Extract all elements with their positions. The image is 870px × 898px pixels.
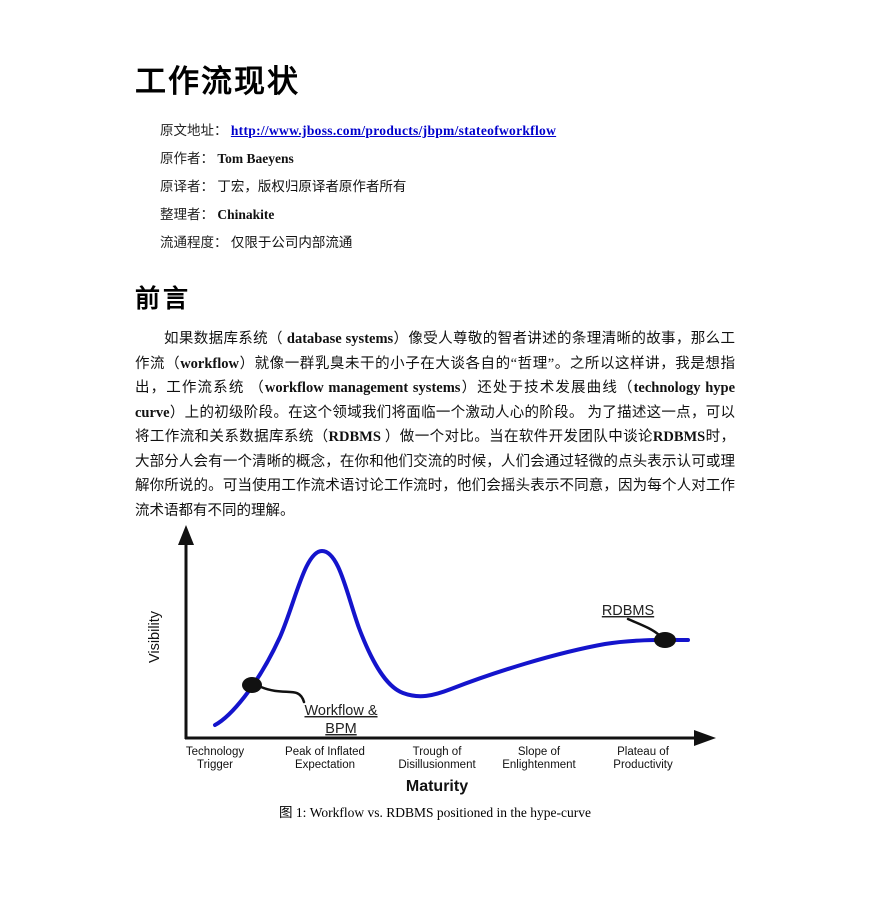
hype-curve-figure: Visibility Workflow & BPM RDBMS Technolo…: [135, 525, 735, 821]
figure-caption: 图 1: Workflow vs. RDBMS positioned in th…: [278, 805, 591, 820]
stage-label-trough-line1: Trough of: [413, 746, 463, 758]
stage-label-technology-trigger-line2: Trigger: [197, 759, 233, 771]
paragraph-term: workflow management systems: [264, 380, 461, 396]
workflow-bpm-label-line2: BPM: [325, 721, 356, 737]
meta-row-editor: 整理者： Chinakite: [160, 201, 735, 229]
paragraph-text: ）做一个对比。当在软件开发团队中谈论: [380, 429, 653, 445]
meta-row-distribution: 流通程度： 仅限于公司内部流通: [160, 229, 735, 257]
stage-label-technology-trigger-line1: Technology: [186, 746, 244, 758]
meta-value: 丁宏，版权归原译者原作者所有: [217, 179, 407, 194]
workflow-bpm-label-line1: Workflow &: [304, 703, 377, 719]
paragraph-text: 如果数据库系统（: [164, 331, 287, 347]
x-axis-label: Maturity: [406, 778, 468, 795]
workflow-bpm-point: [242, 677, 262, 693]
paragraph-text: ）还处于技术发展曲线（: [460, 380, 634, 396]
stage-label-peak-line2: Expectation: [295, 759, 355, 771]
meta-label: 整理者：: [160, 207, 214, 222]
intro-paragraph: 如果数据库系统（ database systems）像受人尊敬的智者讲述的条理清…: [135, 327, 735, 523]
meta-value: 仅限于公司内部流通: [230, 235, 353, 250]
paragraph-text: ）上的初级阶段。在这个领域我们将面临一个激动人心的阶段。 为了描述这一点，可以将…: [135, 404, 735, 446]
meta-label: 原译者：: [160, 179, 214, 194]
meta-row-original-author: 原作者： Tom Baeyens: [160, 145, 735, 173]
meta-value: Chinakite: [217, 207, 275, 222]
rdbms-label: RDBMS: [602, 603, 654, 619]
meta-value: Tom Baeyens: [217, 151, 294, 166]
meta-block: 原文地址： http://www.jboss.com/products/jbpm…: [160, 117, 735, 257]
paragraph-term: technology hype curve: [135, 380, 736, 421]
paragraph-text: 时，大部分人会有一个清晰的概念，在你和他们交流的时候，人们会通过轻微的点头表示认…: [135, 429, 736, 519]
paragraph-term: workflow: [180, 355, 239, 372]
paragraph-term: RDBMS: [328, 429, 381, 445]
y-axis-label: Visibility: [147, 610, 163, 663]
stage-label-plateau-line1: Plateau of: [617, 746, 670, 758]
stage-label-slope-line1: Slope of: [518, 746, 561, 758]
hype-curve-chart: Visibility Workflow & BPM RDBMS Technolo…: [147, 525, 716, 795]
meta-row-translator: 原译者： 丁宏，版权归原译者原作者所有: [160, 173, 735, 201]
meta-row-source-url: 原文地址： http://www.jboss.com/products/jbpm…: [160, 117, 735, 145]
x-stage-labels: Technology Trigger Peak of Inflated Expe…: [186, 746, 673, 771]
paragraph-text: ）像受人尊敬的智者讲述的条理清晰的故事，那么工作流（: [135, 331, 736, 372]
y-axis-arrow-icon: [178, 525, 194, 545]
document-page: 工作流现状 原文地址： http://www.jboss.com/product…: [135, 56, 735, 821]
paragraph-term: database systems: [286, 331, 394, 347]
stage-label-plateau-line2: Productivity: [613, 759, 673, 771]
stage-label-peak-line1: Peak of Inflated: [285, 746, 365, 758]
x-axis-arrow-icon: [694, 730, 716, 746]
workflow-bpm-connector: [259, 685, 306, 704]
meta-label: 原作者：: [160, 151, 214, 166]
meta-label: 流通程度：: [160, 235, 228, 250]
paragraph-text: ）就像一群乳臭未干的小子在大谈各自的“哲理”。之所以这样讲，我是想指出，工作流系…: [135, 355, 735, 397]
stage-label-trough-line2: Disillusionment: [398, 759, 476, 771]
hype-curve-line: [213, 548, 690, 727]
paragraph-term: RDBMS: [652, 429, 706, 445]
stage-label-slope-line2: Enlightenment: [502, 759, 576, 771]
page-title: 工作流现状: [135, 64, 300, 99]
meta-label: 原文地址：: [160, 123, 228, 138]
source-url-link[interactable]: http://www.jboss.com/products/jbpm/state…: [230, 123, 557, 138]
section-heading-preface: 前言: [135, 286, 192, 313]
rdbms-connector: [626, 617, 661, 637]
